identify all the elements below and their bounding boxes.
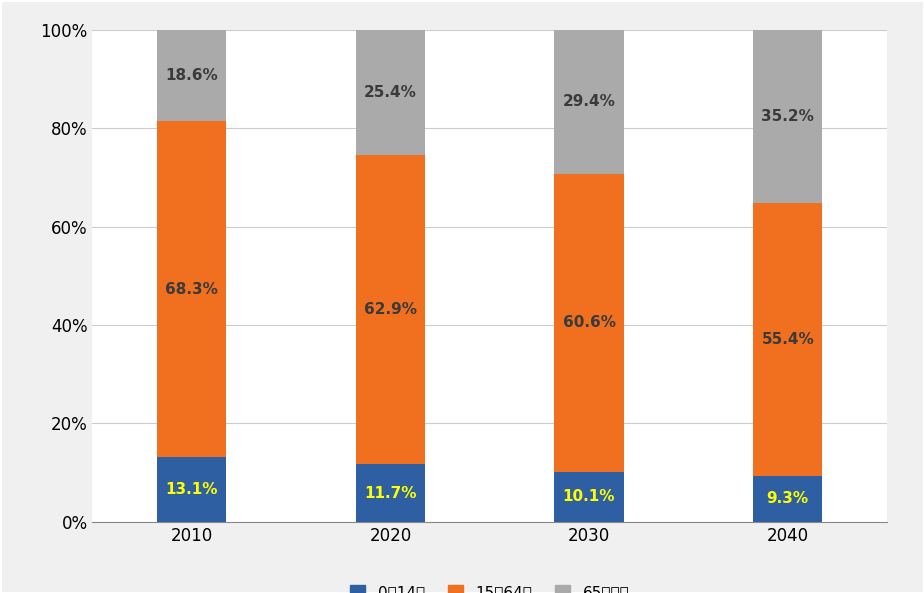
Text: 11.7%: 11.7% — [364, 486, 417, 500]
Bar — [356, 464, 425, 522]
Bar — [356, 155, 425, 464]
Text: 68.3%: 68.3% — [165, 282, 218, 296]
Text: 10.1%: 10.1% — [563, 489, 615, 505]
Bar — [157, 121, 226, 457]
Bar — [157, 30, 226, 121]
Text: 25.4%: 25.4% — [364, 85, 417, 100]
Bar — [554, 174, 624, 472]
Text: 35.2%: 35.2% — [761, 109, 814, 125]
Text: 13.1%: 13.1% — [165, 482, 218, 497]
Bar — [753, 203, 822, 476]
Text: 18.6%: 18.6% — [165, 68, 218, 83]
Text: 29.4%: 29.4% — [563, 94, 615, 109]
Bar — [157, 457, 226, 522]
Bar — [753, 30, 822, 203]
Legend: 0～14歳, 15～64歳, 65歳以上: 0～14歳, 15～64歳, 65歳以上 — [344, 579, 636, 593]
Text: 62.9%: 62.9% — [364, 302, 417, 317]
Bar — [554, 472, 624, 522]
Text: 55.4%: 55.4% — [761, 332, 814, 347]
Bar — [356, 30, 425, 155]
Bar — [753, 476, 822, 522]
Bar — [554, 29, 624, 174]
Text: 9.3%: 9.3% — [767, 492, 808, 506]
Text: 60.6%: 60.6% — [563, 315, 615, 330]
